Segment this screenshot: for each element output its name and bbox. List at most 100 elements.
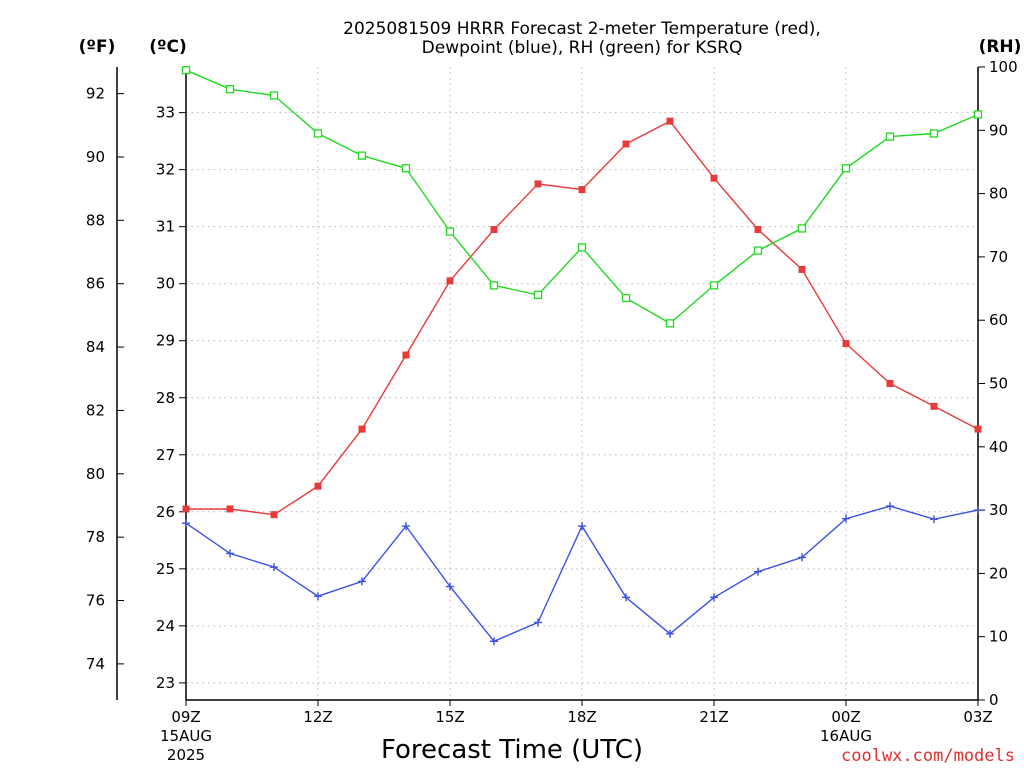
rh-point xyxy=(753,246,763,255)
chart-title: 2025081509 HRRR Forecast 2-meter Tempera… xyxy=(343,19,821,39)
temperature-line xyxy=(186,120,979,516)
dewpoint-point xyxy=(446,582,454,591)
rh-point xyxy=(181,66,191,75)
x-axis-title: Forecast Time (UTC) xyxy=(381,735,643,765)
dewpoint-point xyxy=(534,618,542,627)
temperature-point xyxy=(622,140,630,148)
temperature-point xyxy=(446,277,454,285)
fahrenheit-tick-label: 88 xyxy=(86,211,105,229)
fahrenheit-tick-label: 74 xyxy=(86,655,105,673)
celsius-tick-label: 31 xyxy=(156,218,175,236)
fahrenheit-tick-label: 92 xyxy=(86,85,105,103)
rh-point xyxy=(929,129,939,138)
dewpoint-point xyxy=(622,593,630,602)
chart-subtitle: Dewpoint (blue), RH (green) for KSRQ xyxy=(422,38,743,58)
rh-point xyxy=(357,151,367,160)
credit-label: coolwx.com/models xyxy=(841,746,1015,766)
celsius-tick-label: 32 xyxy=(156,161,175,179)
celsius-tick-label: 29 xyxy=(156,332,175,350)
x-tick-label: 03Z xyxy=(963,708,992,726)
fahrenheit-tick-label: 76 xyxy=(86,592,105,610)
rh-tick-label: 0 xyxy=(989,691,999,709)
temperature-point xyxy=(974,425,982,433)
dewpoint-point xyxy=(314,592,322,601)
fahrenheit-tick-label: 80 xyxy=(86,465,105,483)
rh-point xyxy=(401,164,411,173)
temperature-point xyxy=(710,174,718,182)
temperature-point xyxy=(666,117,674,125)
dewpoint-point xyxy=(842,514,850,523)
temperature-point xyxy=(930,402,938,410)
x-tick-label: 00Z xyxy=(831,708,860,726)
temperature-point xyxy=(798,265,806,273)
rh-point xyxy=(489,281,499,290)
rh-point xyxy=(841,164,851,173)
rh-point xyxy=(269,91,279,100)
x-tick-label: 09Z xyxy=(171,708,200,726)
dewpoint-point xyxy=(886,502,894,511)
rh-point xyxy=(665,319,675,328)
x-tick-date-label: 16AUG xyxy=(820,727,872,745)
dewpoint-point xyxy=(358,577,366,586)
rh-point xyxy=(445,227,455,236)
fahrenheit-tick-label: 78 xyxy=(86,528,105,546)
temperature-point xyxy=(402,351,410,359)
dewpoint-point xyxy=(798,553,806,562)
temperature-point xyxy=(842,340,850,348)
rh-point xyxy=(533,290,543,300)
rh-point xyxy=(621,293,631,303)
dewpoint-point xyxy=(402,522,410,531)
rh-tick-label: 30 xyxy=(989,501,1008,519)
dewpoint-point xyxy=(226,549,234,558)
dewpoint-point xyxy=(710,593,718,602)
fahrenheit-unit-label: (ºF) xyxy=(79,37,116,57)
celsius-tick-label: 24 xyxy=(156,617,175,635)
x-tick-label: 12Z xyxy=(303,708,332,726)
rh-unit-label: (RH) xyxy=(979,37,1022,57)
celsius-tick-label: 23 xyxy=(156,674,175,692)
temperature-point xyxy=(754,226,762,234)
rh-point xyxy=(797,224,807,233)
celsius-tick-label: 30 xyxy=(156,275,175,293)
temperature-point xyxy=(886,380,894,387)
temperature-point xyxy=(314,482,322,490)
temperature-point xyxy=(578,186,586,194)
x-tick-label: 15Z xyxy=(435,708,464,726)
fahrenheit-tick-label: 84 xyxy=(86,338,105,356)
temperature-point xyxy=(534,180,542,188)
celsius-tick-label: 25 xyxy=(156,560,175,578)
rh-tick-label: 70 xyxy=(989,248,1008,266)
rh-point xyxy=(225,85,235,94)
temperature-point xyxy=(270,511,278,519)
rh-point xyxy=(577,243,587,252)
temperature-point xyxy=(490,226,498,234)
rh-tick-label: 20 xyxy=(989,564,1008,582)
x-tick-label: 21Z xyxy=(699,708,728,726)
dewpoint-point xyxy=(578,522,586,531)
fahrenheit-tick-label: 90 xyxy=(86,148,105,166)
rh-tick-label: 40 xyxy=(989,438,1008,456)
rh-tick-label: 90 xyxy=(989,121,1008,139)
dewpoint-point xyxy=(930,515,938,524)
celsius-tick-label: 33 xyxy=(156,104,175,122)
temperature-point xyxy=(358,425,366,433)
fahrenheit-tick-label: 82 xyxy=(86,401,105,419)
celsius-tick-label: 26 xyxy=(156,503,175,521)
dewpoint-point xyxy=(974,506,982,515)
celsius-tick-label: 28 xyxy=(156,389,175,407)
celsius-tick-label: 27 xyxy=(156,446,175,464)
data-series xyxy=(181,66,983,646)
rh-point xyxy=(885,132,895,141)
rh-point xyxy=(313,129,323,138)
dewpoint-point xyxy=(666,629,674,638)
rh-tick-label: 50 xyxy=(989,375,1008,393)
rh-line xyxy=(185,69,979,325)
temperature-point xyxy=(226,505,234,513)
x-tick-date-label: 15AUG xyxy=(160,727,212,745)
axes xyxy=(116,67,979,701)
celsius-unit-label: (ºC) xyxy=(149,37,187,57)
fahrenheit-tick-label: 86 xyxy=(86,275,105,293)
temperature-point xyxy=(182,505,190,513)
